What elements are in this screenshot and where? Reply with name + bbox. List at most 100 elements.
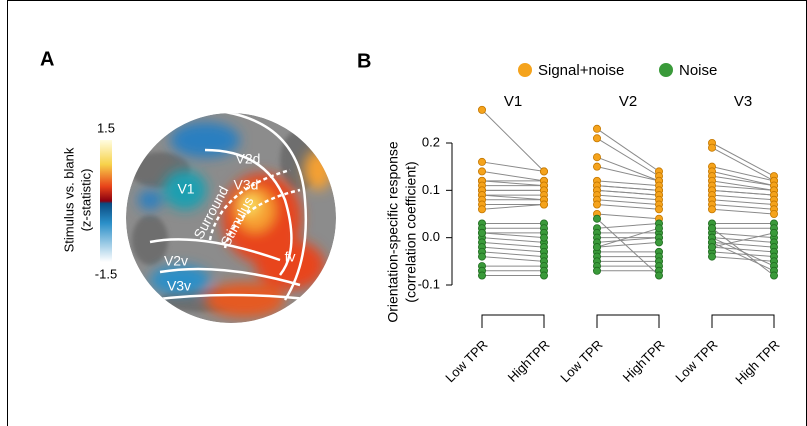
colorbar-sublabel: (z-statistic) <box>78 169 93 232</box>
pair-line <box>596 128 660 172</box>
pair-line <box>481 180 545 187</box>
pair-line <box>596 222 660 229</box>
pair-line <box>711 208 775 215</box>
legend-label: Noise <box>679 62 717 79</box>
colorbar <box>100 140 112 262</box>
data-point <box>540 233 549 242</box>
pair-line <box>596 237 660 243</box>
x-tick-label: High TPR <box>732 337 782 387</box>
pair-line <box>481 204 545 210</box>
pair-line <box>711 180 775 191</box>
pair-line <box>711 232 775 248</box>
pair-line <box>596 218 660 276</box>
y-tick-label: 0.2 <box>422 134 440 149</box>
pair-line <box>711 227 775 276</box>
data-point <box>477 252 486 261</box>
region-label: V3d <box>234 177 259 193</box>
y-tick-label: -0.1 <box>418 276 440 291</box>
x-bracket <box>481 314 545 328</box>
pair-line <box>481 246 545 253</box>
pair-line <box>596 204 660 210</box>
colorbar-tick-label: -1.5 <box>95 266 117 281</box>
pair-line <box>711 241 775 248</box>
panel-title: V3 <box>734 93 752 110</box>
x-tick-label: Low TPR <box>557 337 605 385</box>
data-point <box>477 157 486 166</box>
pair-line <box>711 199 775 206</box>
region-label: V2v <box>164 253 188 269</box>
x-tick-label: HighTPR <box>505 337 553 385</box>
pair-line <box>596 199 660 206</box>
data-point <box>477 105 486 114</box>
pair-line <box>711 241 775 272</box>
pair-line <box>711 256 775 262</box>
pair-line <box>481 241 545 248</box>
data-point <box>477 228 486 237</box>
pair-line <box>481 194 545 201</box>
pair-line <box>711 194 775 201</box>
panel-label: B <box>357 50 371 72</box>
pair-line <box>481 161 545 172</box>
data-point <box>540 271 549 280</box>
data-point <box>770 209 779 218</box>
pair-line <box>711 147 775 182</box>
data-point <box>708 252 717 261</box>
pair-line <box>596 189 660 196</box>
pair-line <box>711 142 775 177</box>
data-point <box>770 228 779 237</box>
pair-line <box>596 194 660 201</box>
pair-line <box>711 204 775 210</box>
pair-line <box>711 232 775 239</box>
pair-line <box>481 170 545 182</box>
data-point <box>770 271 779 280</box>
pair-line <box>596 227 660 248</box>
region-label: V1 <box>177 181 194 197</box>
data-point <box>708 143 717 152</box>
data-point <box>593 214 602 223</box>
pair-line <box>596 166 660 182</box>
pair-line <box>481 232 545 239</box>
panel-title: V1 <box>504 93 522 110</box>
pair-line <box>596 185 660 191</box>
data-point <box>593 134 602 143</box>
pair-line <box>596 213 660 220</box>
pair-line <box>596 180 660 187</box>
data-point <box>477 205 486 214</box>
region-label: V3v <box>167 278 191 294</box>
legend-marker <box>518 63 532 77</box>
data-point <box>540 167 549 176</box>
data-point <box>708 205 717 214</box>
pair-line <box>711 189 775 196</box>
pair-line <box>481 109 545 172</box>
data-point <box>655 238 664 247</box>
data-point <box>708 243 717 252</box>
y-tick-label: 0.1 <box>422 182 440 197</box>
pair-line <box>711 170 775 187</box>
x-tick-label: Low TPR <box>672 337 720 385</box>
pair-line <box>596 137 660 177</box>
y-tick-label: 0.0 <box>422 229 440 244</box>
data-point <box>593 200 602 209</box>
data-point <box>477 167 486 176</box>
pair-line <box>711 175 775 187</box>
x-bracket <box>711 314 775 328</box>
data-point <box>593 162 602 171</box>
brain-map <box>126 113 336 323</box>
pair-line <box>711 185 775 191</box>
data-point <box>540 200 549 209</box>
colorbar-tick-label: 1.5 <box>97 120 115 135</box>
panel-title: V2 <box>619 93 637 110</box>
data-point <box>708 224 717 233</box>
pair-line <box>596 156 660 182</box>
data-point <box>593 153 602 162</box>
x-tick-label: HighTPR <box>620 337 668 385</box>
region-label: fv <box>285 249 296 265</box>
pair-line <box>481 237 545 243</box>
pair-line <box>596 241 660 248</box>
data-point <box>593 243 602 252</box>
data-point <box>593 266 602 275</box>
x-tick-label: Low TPR <box>442 337 490 385</box>
pair-line <box>711 166 775 182</box>
data-point <box>655 205 664 214</box>
